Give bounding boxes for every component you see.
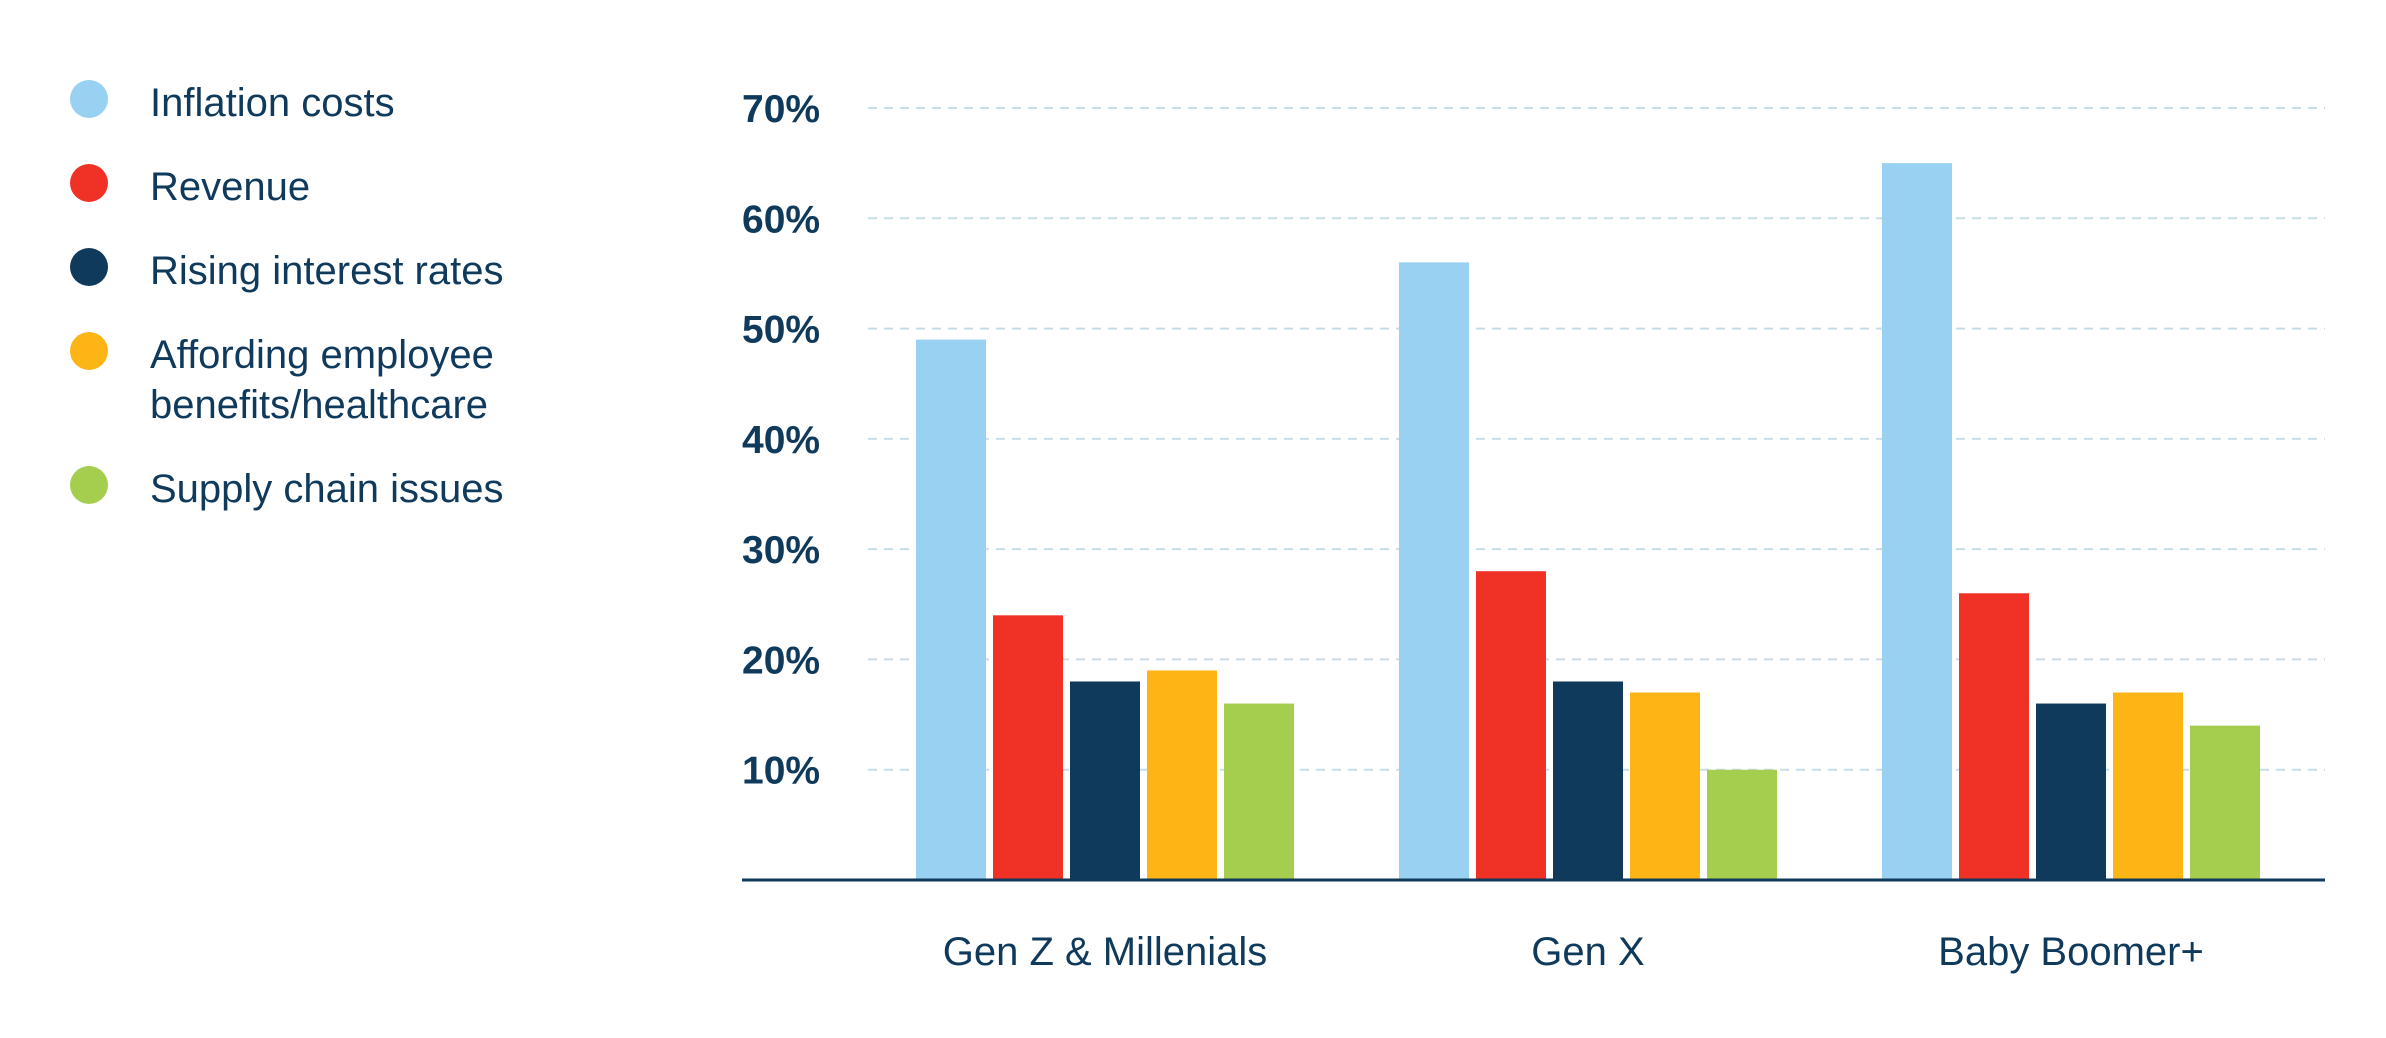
legend-swatch (70, 164, 108, 202)
x-category-label: Gen X (1531, 930, 1644, 974)
legend-item: Inflation costs (70, 78, 630, 128)
bar (1147, 670, 1217, 880)
y-tick-label: 50% (742, 309, 820, 352)
bar (1070, 681, 1140, 880)
bar (1399, 262, 1469, 880)
legend-swatch (70, 248, 108, 286)
legend-swatch (70, 332, 108, 370)
legend-swatch (70, 466, 108, 504)
legend-item: Supply chain issues (70, 464, 630, 514)
y-tick-label: 40% (742, 419, 820, 462)
bar (916, 339, 986, 881)
legend-label: Rising interest rates (150, 249, 504, 293)
legend-item: Revenue (70, 162, 630, 212)
y-tick-label: 10% (742, 750, 820, 793)
legend-label: Inflation costs (150, 81, 395, 125)
bar (1707, 769, 1777, 880)
legend-item: Affording employee benefits/healthcare (70, 330, 630, 430)
bar (1553, 681, 1623, 880)
bar (1882, 163, 1952, 881)
bar (2190, 725, 2260, 880)
x-category-label: Baby Boomer+ (1938, 930, 2204, 974)
bar (1224, 703, 1294, 880)
bar (1630, 692, 1700, 880)
bar (993, 615, 1063, 880)
bar (1959, 593, 2029, 880)
bar (2113, 692, 2183, 880)
y-tick-label: 30% (742, 529, 820, 572)
chart-legend: Inflation costs Revenue Rising interest ra… (70, 78, 630, 548)
legend-swatch (70, 80, 108, 118)
legend-label: Supply chain issues (150, 467, 504, 511)
y-tick-label: 70% (742, 88, 820, 131)
x-category-label: Gen Z & Millenials (943, 930, 1268, 974)
bar (2036, 703, 2106, 880)
legend-label: Revenue (150, 165, 311, 209)
legend-label: Affording employee benefits/healthcare (150, 333, 494, 427)
legend-item: Rising interest rates (70, 246, 630, 296)
bar (1476, 571, 1546, 880)
y-tick-label: 60% (742, 198, 820, 241)
y-tick-label: 20% (742, 639, 820, 682)
